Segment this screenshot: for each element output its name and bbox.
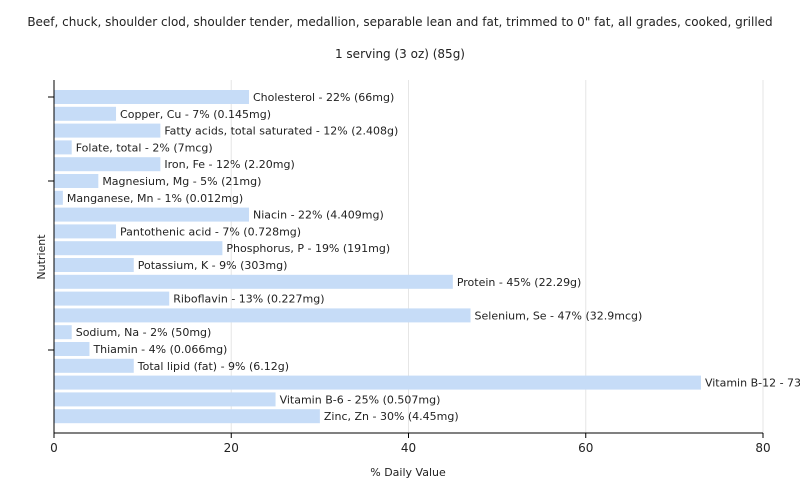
bar <box>54 358 134 373</box>
bar-data-label: Manganese, Mn - 1% (0.012mg) <box>67 192 243 205</box>
bar <box>54 392 276 407</box>
bar-data-label: Vitamin B-12 - 73% (4.39mcg) <box>705 377 800 390</box>
chart-subtitle: 1 serving (3 oz) (85g) <box>334 47 465 61</box>
bar-data-label: Phosphorus, P - 19% (191mg) <box>226 242 390 255</box>
axes: 0 20 40 60 80 <box>48 80 771 455</box>
bar-data-label: Sodium, Na - 2% (50mg) <box>76 326 212 339</box>
bar-data-label: Cholesterol - 22% (66mg) <box>253 91 394 104</box>
bar <box>54 342 90 356</box>
bar-data-label: Vitamin B-6 - 25% (0.507mg) <box>280 393 441 406</box>
chart-title: Beef, chuck, shoulder clod, shoulder ten… <box>27 15 773 29</box>
bar-data-label: Niacin - 22% (4.409mg) <box>253 209 384 222</box>
bar-data-label: Total lipid (fat) - 9% (6.12g) <box>137 360 289 373</box>
x-tick-label: 20 <box>224 441 239 455</box>
bar <box>54 224 117 239</box>
bar <box>54 409 320 424</box>
bars: Cholesterol - 22% (66mg) Copper, Cu - 7% … <box>54 90 800 424</box>
y-axis-title: Nutrient <box>35 234 48 280</box>
bar-data-label: Copper, Cu - 7% (0.145mg) <box>120 108 271 121</box>
grid-lines <box>230 80 764 433</box>
x-tick-label: 60 <box>578 441 593 455</box>
bar <box>54 157 161 172</box>
bar-data-label: Magnesium, Mg - 5% (21mg) <box>102 175 261 188</box>
bar <box>54 106 117 121</box>
bar <box>54 140 72 155</box>
bar-data-label: Pantothenic acid - 7% (0.728mg) <box>120 225 301 238</box>
bar <box>54 207 249 222</box>
x-tick-label: 0 <box>50 441 58 455</box>
bar <box>54 90 249 104</box>
x-tick-label: 40 <box>401 441 416 455</box>
bar <box>54 375 701 390</box>
x-tick-label: 80 <box>755 441 770 455</box>
x-axis-title: % Daily Value <box>370 466 446 479</box>
bar-data-label: Protein - 45% (22.29g) <box>457 276 582 289</box>
bar <box>54 123 161 138</box>
bar <box>54 258 134 272</box>
bar-data-label: Potassium, K - 9% (303mg) <box>138 259 288 272</box>
bar <box>54 241 223 256</box>
bar <box>54 291 170 306</box>
bar-data-label: Selenium, Se - 47% (32.9mcg) <box>475 309 643 322</box>
bar-data-label: Thiamin - 4% (0.066mg) <box>92 343 227 356</box>
bar-data-label: Zinc, Zn - 30% (4.45mg) <box>324 410 459 423</box>
bar <box>54 190 63 205</box>
bar-data-label: Folate, total - 2% (7mcg) <box>76 141 213 154</box>
bar-data-label: Fatty acids, total saturated - 12% (2.40… <box>164 125 398 138</box>
bar <box>54 274 453 289</box>
bar <box>54 308 471 323</box>
bar <box>54 174 99 188</box>
bar <box>54 325 72 340</box>
bar-data-label: Riboflavin - 13% (0.227mg) <box>173 293 324 306</box>
bar-data-label: Iron, Fe - 12% (2.20mg) <box>164 158 294 171</box>
